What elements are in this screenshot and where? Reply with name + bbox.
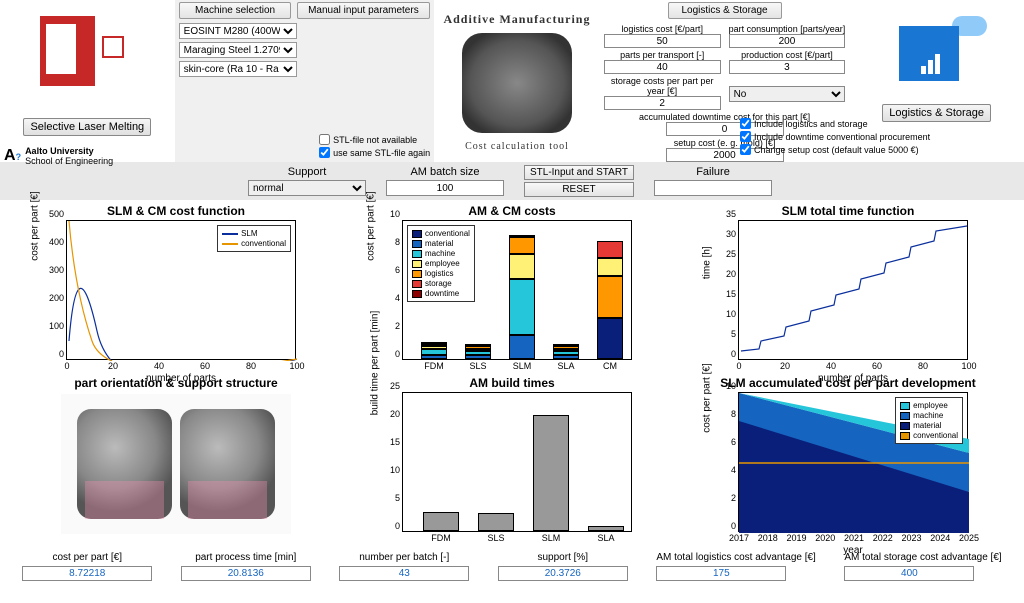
cc-label: Cost calculation tool	[434, 141, 600, 152]
surface-dropdown[interactable]: skin-core (Ra 10 - Ra 25)	[179, 61, 297, 77]
charts-row-2: part orientation & support structure AM …	[0, 372, 1024, 542]
chart1-legend: SLM conventional	[217, 225, 291, 252]
include-downtime-check[interactable]: Include downtime conventional procuremen…	[740, 131, 930, 142]
stl-not-available-check[interactable]: STL-file not available	[319, 134, 430, 145]
material-dropdown[interactable]: Maraging Steel 1.2709	[179, 42, 297, 58]
reset-button[interactable]: RESET	[524, 182, 634, 197]
stl-same-check[interactable]: use same STL-file again	[319, 147, 430, 158]
title-block: Additive Manufacturing Cost calculation …	[434, 0, 600, 162]
storage-adv-output: 400	[844, 566, 974, 581]
procurement-select[interactable]: No	[729, 86, 846, 102]
cost-per-part-output: 8.72218	[22, 566, 152, 581]
parts-transport-input[interactable]	[604, 60, 721, 74]
machine-selection-button[interactable]: Machine selection	[179, 2, 291, 19]
slm-label: Selective Laser Melting	[23, 118, 151, 136]
support-pct-output: 20.3726	[498, 566, 628, 581]
change-setup-check[interactable]: Change setup cost (default value 5000 €)	[740, 144, 930, 155]
production-cost-input[interactable]	[729, 60, 846, 74]
machine-dropdown[interactable]: EOSINT M280 (400W)	[179, 23, 297, 39]
config-block: Machine selection Manual input parameter…	[175, 0, 434, 162]
logistics-adv-output: 175	[656, 566, 786, 581]
params-block: Logistics & Storage logistics cost [€/pa…	[600, 0, 850, 162]
am-title: Additive Manufacturing	[434, 12, 600, 27]
aalto-logo: A? Aalto UniversitySchool of Engineering	[4, 146, 171, 166]
part-consumption-input[interactable]	[729, 34, 846, 48]
storage-cost-input[interactable]	[604, 96, 721, 110]
orientation-chart: part orientation & support structure	[26, 376, 326, 538]
orientation-render	[61, 394, 291, 534]
top-panel: Selective Laser Melting A? Aalto Univers…	[0, 0, 1024, 162]
stl-start-button[interactable]: STL-Input and START	[524, 165, 634, 180]
build-times-chart: AM build times build time per part [min]…	[362, 376, 662, 538]
logistics-storage-button[interactable]: Logistics & Storage	[668, 2, 782, 19]
failure-input[interactable]	[654, 180, 772, 196]
process-time-output: 20.8136	[181, 566, 311, 581]
am-cm-costs-chart: AM & CM costs cost per part [€] conventi…	[362, 204, 662, 360]
slm-cm-cost-chart: SLM & CM cost function cost per part [€]…	[26, 204, 326, 360]
include-ls-check[interactable]: Include logistics and storage	[740, 118, 930, 129]
slm-logo	[32, 12, 142, 112]
part-render	[462, 33, 572, 133]
slm-time-chart: SLM total time function time [h] number …	[698, 204, 998, 360]
number-per-batch-output: 43	[339, 566, 469, 581]
manual-input-button[interactable]: Manual input parameters	[297, 2, 430, 19]
chart6-legend: employeemachinematerialconventional	[895, 397, 963, 444]
support-select[interactable]: normal	[248, 180, 366, 196]
ls-logo	[887, 16, 987, 96]
logistics-cost-input[interactable]	[604, 34, 721, 48]
chart2-legend: conventionalmaterialmachineemployeelogis…	[407, 225, 475, 302]
control-bar: Supportnormal AM batch size STL-Input an…	[0, 162, 1024, 200]
slm-block: Selective Laser Melting A? Aalto Univers…	[0, 0, 175, 162]
results-row: cost per part [€]8.72218 part process ti…	[0, 548, 1024, 585]
charts-row-1: SLM & CM cost function cost per part [€]…	[0, 200, 1024, 364]
accumulated-cost-chart: SLM accumulated cost per part developmen…	[698, 376, 998, 538]
batch-input[interactable]	[386, 180, 504, 196]
